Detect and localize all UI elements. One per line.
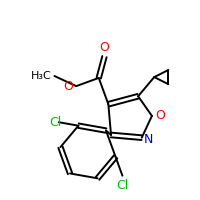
Text: O: O	[100, 41, 109, 54]
Text: N: N	[144, 133, 153, 146]
Text: Cl: Cl	[50, 116, 62, 129]
Text: Cl: Cl	[116, 179, 129, 192]
Text: O: O	[63, 80, 73, 93]
Text: O: O	[155, 109, 165, 122]
Text: H₃C: H₃C	[31, 71, 51, 81]
